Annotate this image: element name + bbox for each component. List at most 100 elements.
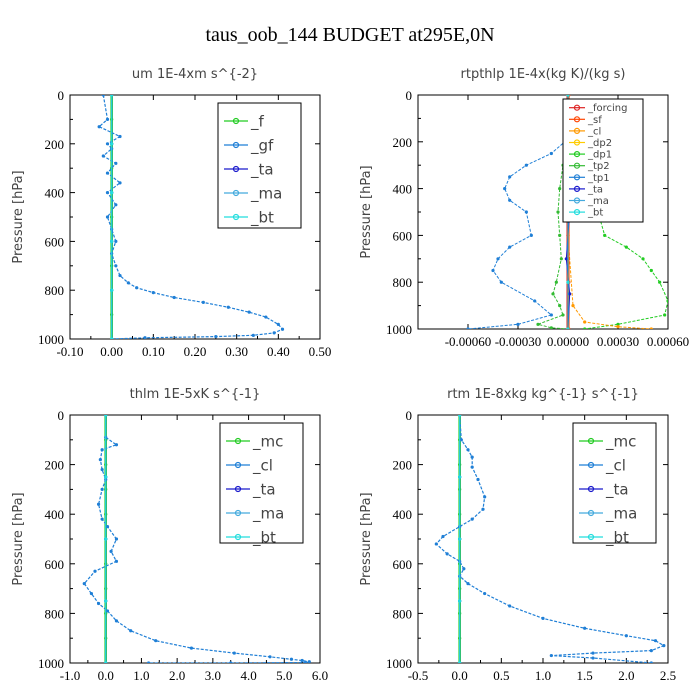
data-point-dp1 xyxy=(616,322,620,326)
chart-panel-4: rtm 1E-8xkg kg^{-1} s^{-1} Pressure [hPa]… xyxy=(359,387,676,683)
data-point-cl xyxy=(232,651,236,655)
data-point-tp1 xyxy=(503,187,507,191)
legend-label: _mc xyxy=(252,432,283,451)
y-tick-label: 0 xyxy=(58,88,65,103)
x-tick-label: 0.00000 xyxy=(547,334,589,349)
y-tick-label: 0 xyxy=(58,408,65,423)
data-point-cl xyxy=(146,661,151,663)
data-point-tp1 xyxy=(516,322,520,326)
legend: _f _gf _ta _ma _bt xyxy=(217,102,302,229)
legend-label: _ma xyxy=(250,184,282,203)
data-point-dp1 xyxy=(658,280,662,284)
data-point-tp1 xyxy=(508,175,512,179)
data-point-gf xyxy=(114,239,118,243)
legend-marker xyxy=(234,509,242,517)
series-group xyxy=(82,415,311,663)
data-point-gf xyxy=(276,322,280,326)
y-axis-label: Pressure [hPa] xyxy=(11,170,26,263)
data-point-cl xyxy=(100,487,104,491)
data-point-dp1 xyxy=(624,245,628,249)
y-tick-label: 800 xyxy=(45,283,65,298)
legend-label: _forcing xyxy=(587,103,628,114)
x-tick-label: 2.5 xyxy=(660,668,676,683)
data-point-cl xyxy=(649,661,653,663)
data-point-cl xyxy=(591,651,595,655)
data-point-gf xyxy=(114,161,118,165)
legend-marker xyxy=(573,185,581,192)
data-point-tp1 xyxy=(529,233,533,237)
data-point-tp2 xyxy=(554,280,558,284)
legend-label: _ta xyxy=(587,184,603,195)
data-point-cl xyxy=(93,569,97,573)
y-tick-label: 1000 xyxy=(38,656,64,671)
legend-marker xyxy=(573,139,581,146)
legend-marker xyxy=(234,437,242,445)
legend-label: _ma xyxy=(587,196,609,207)
legend-label: _dp1 xyxy=(587,150,612,161)
legend-label: _cl xyxy=(587,126,601,137)
y-tick-label: 800 xyxy=(393,606,413,621)
data-point-gf xyxy=(118,273,122,278)
legend: _forcing_sf_cl_dp2_dp1_tp2_tp1_ta_ma_bt xyxy=(562,98,644,223)
data-point-bt xyxy=(458,599,462,603)
x-tick-label: 3.0 xyxy=(205,668,221,683)
x-tick-label: 1.0 xyxy=(133,668,149,683)
y-tick-label: 200 xyxy=(393,458,413,473)
x-tick-label: 0.30 xyxy=(225,344,248,359)
x-tick-label: 0.0 xyxy=(98,668,114,683)
data-point-tp1 xyxy=(466,327,470,329)
data-point-cl xyxy=(508,604,512,608)
legend-label: _sf xyxy=(587,115,602,126)
y-axis-label: Pressure [hPa] xyxy=(359,492,374,585)
data-point-cl xyxy=(268,655,272,659)
data-point-cl xyxy=(466,448,470,452)
data-point-gf xyxy=(135,286,139,290)
legend-marker xyxy=(573,197,581,204)
data-point-gf xyxy=(105,142,110,146)
data-point-ta xyxy=(568,292,572,296)
data-point-cl xyxy=(653,639,658,643)
chart-panel-3: thlm 1E-5xK s^{-1} Pressure [hPa] -1.0 0.0 1… xyxy=(11,387,328,683)
legend-marker xyxy=(587,509,595,517)
data-point-tp2 xyxy=(558,187,562,191)
data-point-cl xyxy=(82,582,86,586)
legend-label: _cl xyxy=(605,456,626,475)
data-point-cl xyxy=(616,325,620,329)
y-tick-label: 600 xyxy=(45,234,65,249)
data-point-tp1 xyxy=(491,268,495,273)
x-tick-label: 0.00060 xyxy=(647,334,689,349)
legend-marker xyxy=(232,141,240,149)
y-tick-label: 0 xyxy=(406,88,413,103)
data-point-cl xyxy=(229,661,233,663)
x-tick-label: 0.00 xyxy=(100,344,123,359)
x-tick-label: -1.0 xyxy=(60,668,81,683)
data-point-cl xyxy=(100,517,104,521)
legend-label: _tp2 xyxy=(587,161,610,172)
legend-label: _ma xyxy=(252,504,284,523)
data-point-cl xyxy=(441,534,445,539)
data-point-gf xyxy=(226,305,230,309)
y-axis-label: Pressure [hPa] xyxy=(11,492,26,585)
data-point-gf xyxy=(114,203,118,207)
x-tick-label: 1.5 xyxy=(577,668,593,683)
legend-box xyxy=(572,422,657,544)
data-point-tp1 xyxy=(524,210,528,214)
data-point-bt xyxy=(110,191,114,195)
data-point-cl xyxy=(114,559,119,563)
data-point-cl xyxy=(445,552,449,556)
data-point-cl xyxy=(470,517,474,521)
chart-panel-2: rtpthlp 1E-4x(kg K)/(kg s) Pressure [hPa]… xyxy=(359,67,689,349)
series-group xyxy=(466,95,668,329)
legend-marker xyxy=(573,174,581,181)
data-point-bt xyxy=(458,415,462,417)
data-point-cl xyxy=(462,567,466,571)
data-point-bt xyxy=(104,537,108,541)
data-point-gf xyxy=(105,171,110,175)
panel-title: rtpthlp 1E-4x(kg K)/(kg s) xyxy=(461,67,626,82)
legend-label: _dp2 xyxy=(587,138,612,149)
legend-marker xyxy=(232,189,240,197)
y-axis-label: Pressure [hPa] xyxy=(359,165,374,258)
data-point-bt xyxy=(458,661,462,663)
data-point-cl xyxy=(100,448,104,452)
data-point-cl xyxy=(109,549,113,554)
